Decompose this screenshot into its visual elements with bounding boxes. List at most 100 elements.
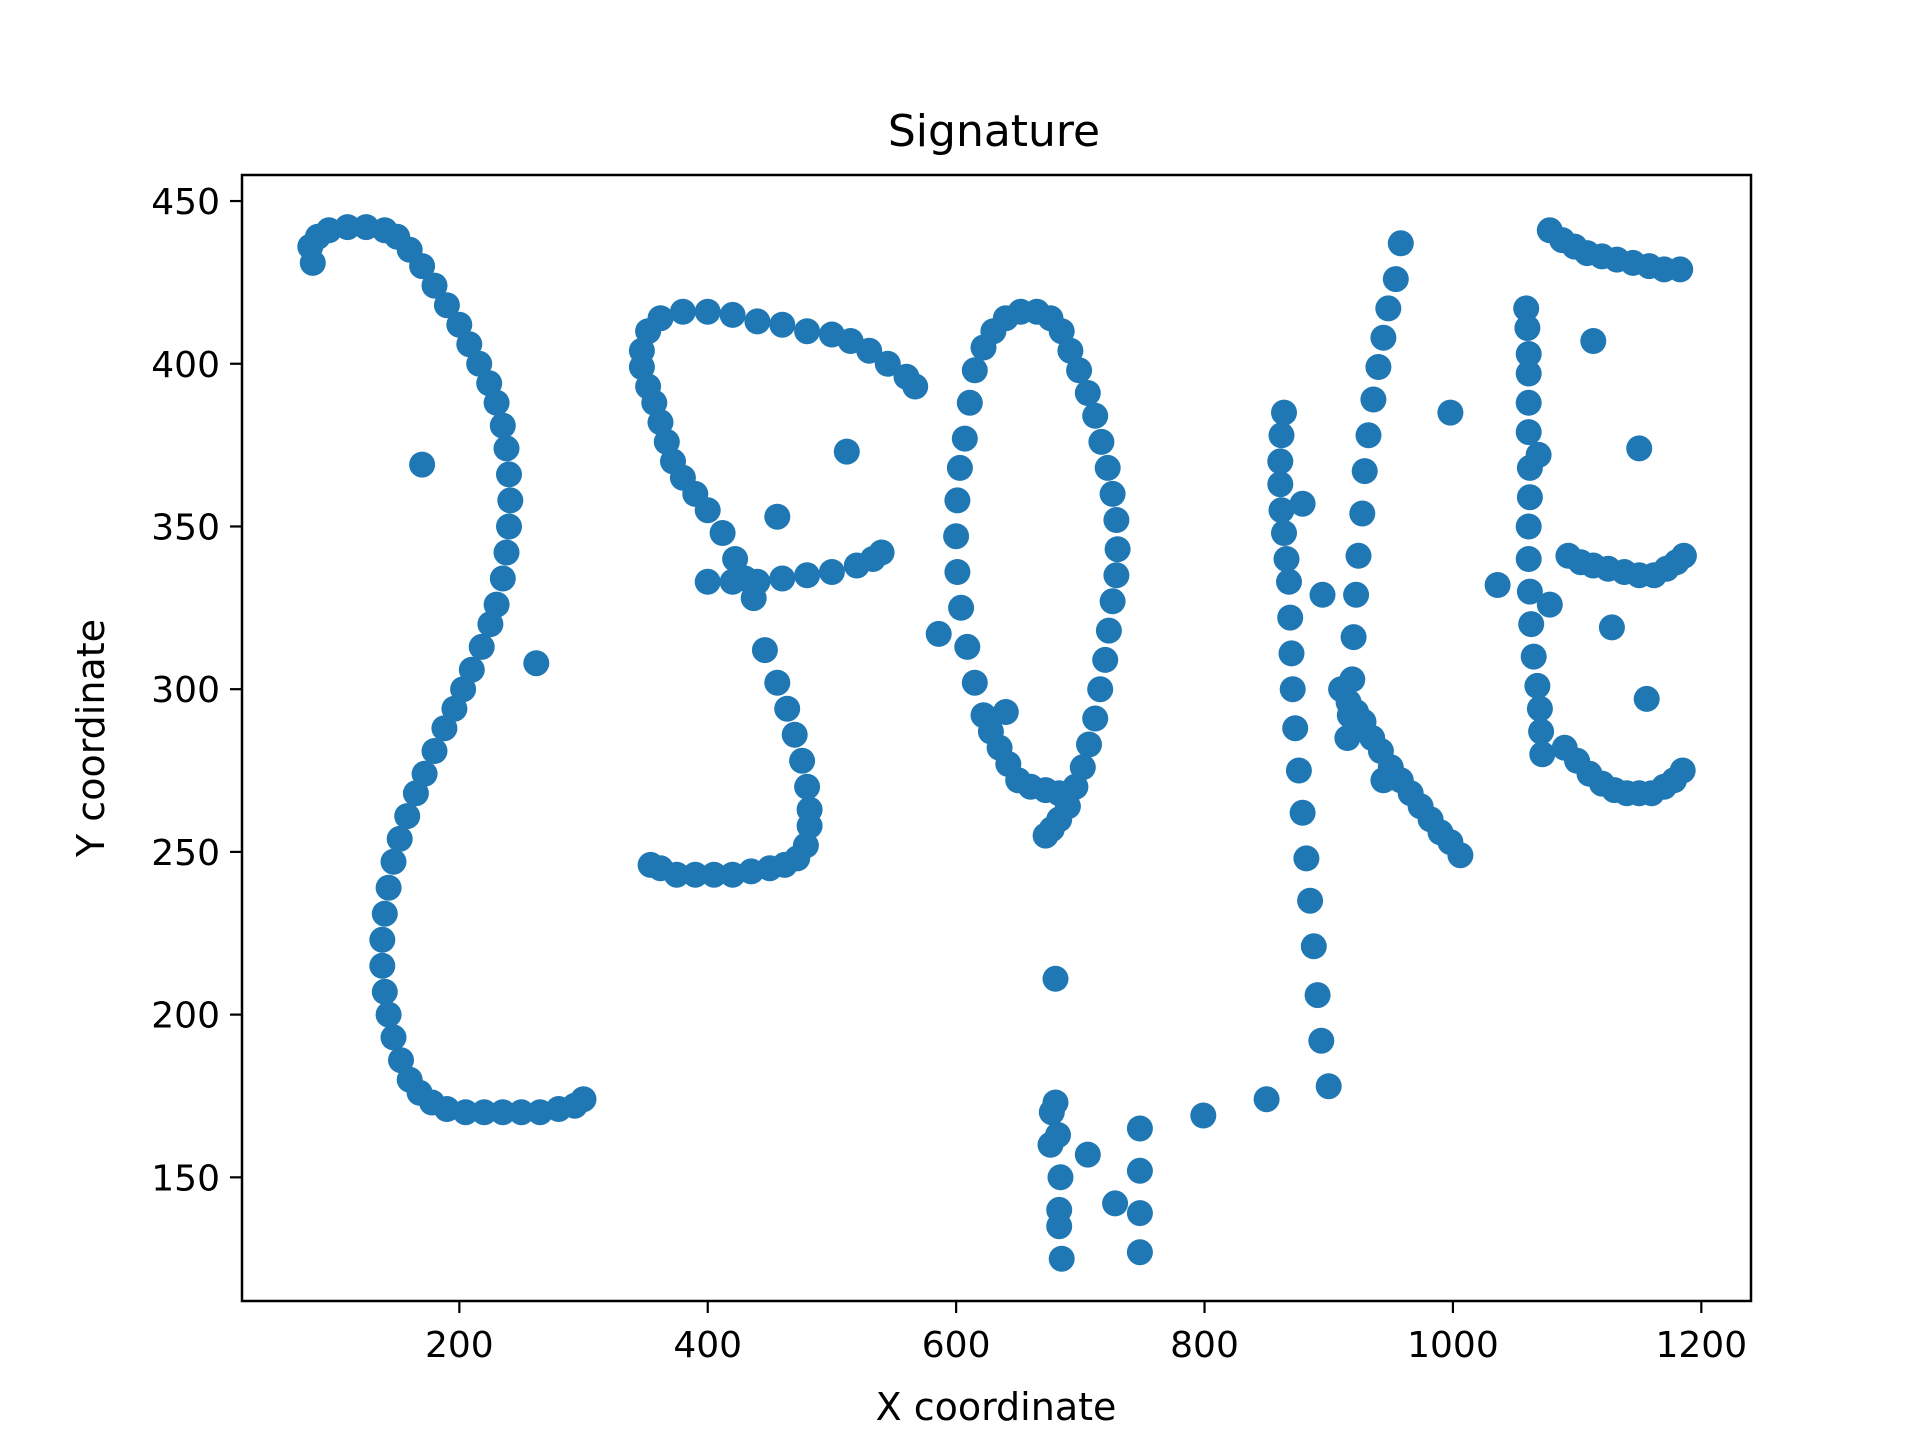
- scatter-point: [1633, 685, 1660, 712]
- scatter-point: [1514, 315, 1541, 341]
- scatter-point: [954, 633, 981, 660]
- scatter-point: [496, 513, 522, 540]
- scatter-point: [701, 861, 727, 888]
- scatter-point: [1282, 715, 1309, 742]
- scatter-point: [1580, 328, 1607, 354]
- scatter-point: [496, 461, 522, 488]
- scatter-point: [722, 546, 749, 572]
- scatter-point: [637, 851, 664, 878]
- scatter-point: [1276, 568, 1302, 595]
- scatter-point: [781, 721, 808, 748]
- scatter-point: [1082, 402, 1109, 429]
- scatter-point: [1524, 672, 1551, 699]
- y-tick-label: 200: [151, 996, 220, 1037]
- scatter-point: [682, 861, 709, 888]
- scatter-point: [1285, 757, 1312, 784]
- scatter-point: [1087, 676, 1114, 703]
- scatter-point: [1667, 256, 1694, 283]
- scatter-point: [856, 337, 883, 364]
- scatter-point: [1375, 295, 1402, 322]
- x-tick-label: 1000: [1407, 1325, 1499, 1366]
- scatter-point: [523, 650, 550, 677]
- scatter-point: [694, 568, 721, 595]
- scatter-point: [719, 861, 746, 888]
- scatter-point: [1520, 643, 1547, 670]
- scatter-point: [1279, 676, 1306, 703]
- scatter-point: [992, 699, 1019, 725]
- scatter-point: [493, 435, 520, 462]
- scatter-point: [1515, 546, 1542, 572]
- scatter-point: [371, 978, 398, 1005]
- scatter-point: [1513, 295, 1540, 322]
- scatter-point: [794, 318, 821, 345]
- plot-frame: [240, 173, 1753, 1303]
- scatter-point: [1045, 1122, 1071, 1148]
- scatter-point: [1042, 965, 1069, 992]
- scatter-point: [1516, 578, 1543, 605]
- y-tick-label: 300: [151, 670, 220, 711]
- scatter-point: [471, 1099, 498, 1126]
- scatter-point: [1304, 982, 1331, 1009]
- x-tick-label: 600: [922, 1325, 991, 1366]
- scatter-point: [1103, 507, 1130, 533]
- scatter-point: [1437, 399, 1464, 426]
- scatter-point: [902, 373, 929, 400]
- x-axis: 200 400 600 800 1000 1200: [425, 1301, 1747, 1366]
- scatter-point: [1370, 324, 1397, 351]
- scatter-point: [1297, 887, 1324, 914]
- scatter-point: [493, 539, 520, 566]
- scatter-point: [948, 594, 975, 621]
- scatter-point: [641, 389, 668, 416]
- scatter-point: [764, 503, 791, 530]
- scatter-point: [794, 773, 821, 800]
- scatter-point: [1092, 646, 1119, 673]
- scatter-point: [1349, 500, 1376, 527]
- scatter-point: [1047, 1164, 1074, 1191]
- scatter-point: [489, 1099, 516, 1126]
- scatter-point: [796, 812, 823, 839]
- scatter-point: [497, 487, 524, 514]
- scatter-point: [1082, 705, 1109, 732]
- scatter-point: [441, 695, 468, 722]
- scatter-point: [769, 565, 796, 592]
- scatter-point: [1271, 520, 1297, 546]
- scatter-point: [1293, 845, 1320, 872]
- scatter-point: [744, 568, 771, 595]
- scatter-point: [833, 438, 860, 465]
- scatter-point: [1102, 1190, 1129, 1217]
- scatter-point: [628, 354, 655, 380]
- scatter-point: [1088, 428, 1115, 455]
- scatter-point: [1515, 389, 1542, 416]
- scatter-point: [1289, 799, 1316, 826]
- scatter-point: [1598, 614, 1625, 641]
- scatter-point: [1126, 1239, 1153, 1266]
- scatter-points: [297, 214, 1697, 1272]
- scatter-point: [421, 272, 448, 299]
- scatter-point: [421, 738, 448, 764]
- scatter-point: [647, 409, 674, 436]
- scatter-point: [380, 1024, 407, 1051]
- scatter-point: [751, 637, 778, 664]
- x-tick-label: 1200: [1656, 1325, 1748, 1366]
- scatter-point: [719, 301, 746, 328]
- scatter-point: [1267, 471, 1294, 498]
- y-tick-label: 400: [151, 345, 220, 386]
- scatter-point: [483, 591, 510, 618]
- scatter-point: [1484, 572, 1511, 598]
- scatter-point: [375, 874, 402, 901]
- scatter-point: [508, 1099, 535, 1126]
- scatter-point: [477, 611, 504, 638]
- scatter-point: [1334, 725, 1361, 751]
- scatter-point: [1525, 441, 1552, 468]
- scatter-point: [653, 428, 680, 455]
- scatter-point: [1103, 562, 1130, 589]
- scatter-point: [1094, 454, 1121, 481]
- scatter-point: [961, 357, 988, 384]
- scatter-point: [369, 926, 396, 953]
- scatter-point: [452, 1099, 479, 1126]
- scatter-point: [818, 559, 845, 585]
- scatter-point: [1042, 1089, 1069, 1116]
- scatter-point: [669, 298, 696, 325]
- scatter-point: [719, 568, 746, 595]
- scatter-point: [489, 412, 516, 439]
